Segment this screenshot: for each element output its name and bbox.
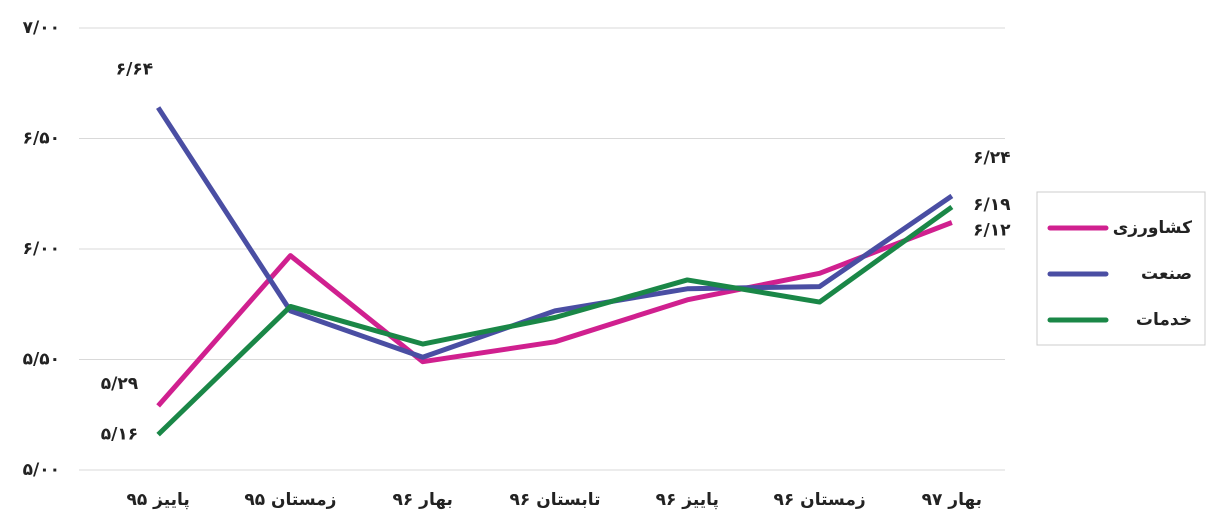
x-tick-label: زمستان ۹۶ [774, 490, 866, 510]
data-label: ۶/۱۲ [973, 220, 1011, 240]
data-label: ۶/۶۴ [116, 60, 153, 80]
legend-label: خدمات [1136, 310, 1192, 330]
x-tick-label: بهار ۹۶ [392, 490, 452, 510]
data-label: ۶/۱۹ [973, 195, 1011, 215]
y-tick-label: ۶/۰۰ [23, 239, 60, 259]
y-tick-label: ۶/۵۰ [23, 129, 60, 149]
x-tick-label: بهار ۹۷ [922, 490, 982, 510]
y-tick-label: ۵/۰۰ [23, 460, 60, 480]
legend-label: صنعت [1141, 264, 1192, 284]
x-tick-label: تابستان ۹۶ [510, 490, 601, 510]
series-line [156, 220, 953, 408]
x-tick-label: پاییز ۹۶ [656, 490, 719, 510]
x-tick-label: پاییز ۹۵ [126, 490, 189, 510]
y-tick-label: ۵/۵۰ [23, 350, 60, 370]
data-label: ۶/۲۴ [973, 148, 1010, 168]
y-tick-label: ۷/۰۰ [23, 18, 60, 38]
series-line [156, 106, 954, 360]
x-tick-label: زمستان ۹۵ [244, 490, 336, 510]
series-line [156, 204, 954, 437]
data-label: ۵/۱۶ [101, 425, 138, 445]
data-label: ۵/۲۹ [101, 374, 139, 394]
legend-label: کشاورزی [1113, 218, 1192, 238]
